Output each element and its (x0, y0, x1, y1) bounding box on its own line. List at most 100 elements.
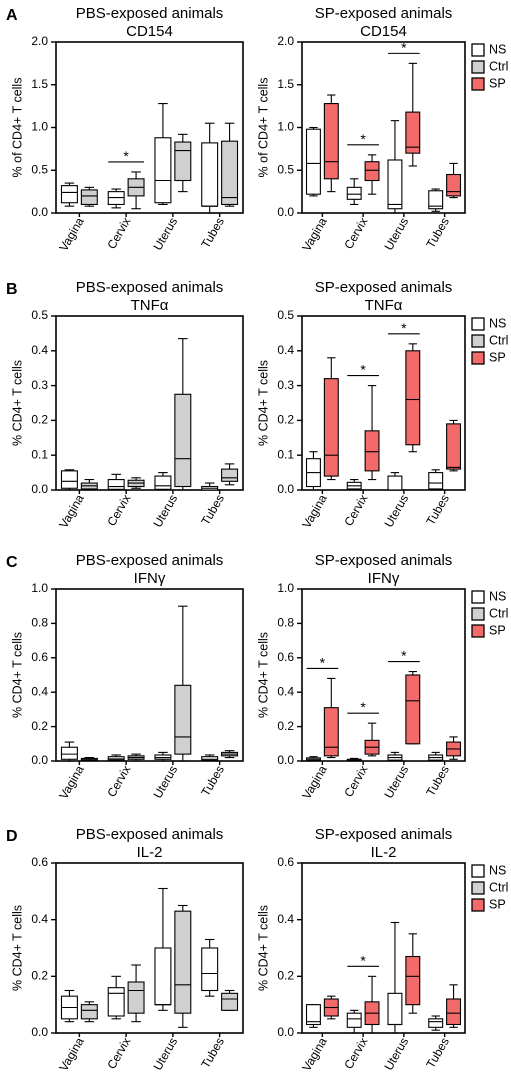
box-body (174, 141, 192, 182)
x-tick-label: Uterus (381, 492, 411, 530)
box-ns-vagina (60, 741, 78, 762)
significance-star: * (360, 699, 366, 715)
box-body (405, 674, 421, 745)
panel-letter: B (6, 281, 18, 298)
x-tick-label: Tubes (423, 492, 452, 527)
y-tick-label: 0.0 (277, 482, 294, 496)
box-ctrl-cervix (127, 964, 145, 1023)
x-tick-label: Uterus (150, 1035, 180, 1073)
x-tick-label: Tubes (198, 763, 227, 798)
box-body (405, 350, 421, 446)
legend: NS Ctrl SP (471, 589, 508, 638)
legend-swatch-ns (471, 317, 485, 331)
y-tick-label: 0.4 (277, 684, 294, 698)
x-tick-label: Uterus (381, 763, 411, 801)
y-tick-label: 0.5 (31, 308, 48, 322)
box-body (107, 987, 125, 1017)
panel-title: SP-exposed animals (315, 5, 453, 22)
box-ns-cervix (346, 178, 362, 205)
panel-title: SP-exposed animals (315, 552, 453, 569)
y-tick-label: 2.0 (277, 34, 294, 48)
box-ns-cervix (107, 473, 125, 491)
box-sp-vagina (323, 995, 339, 1020)
x-tick-label: Tubes (423, 763, 452, 798)
legend-label: NS (489, 589, 506, 603)
box-body (60, 185, 78, 204)
y-tick-label: 0.0 (31, 482, 48, 496)
panel-letter: C (6, 554, 18, 571)
box-ns-cervix (346, 757, 362, 762)
x-tick-label: Tubes (198, 492, 227, 527)
box-body (428, 1018, 444, 1028)
y-tick-label: 0.3 (31, 378, 48, 392)
box-body (80, 1004, 98, 1020)
x-tick-label: Cervix (341, 492, 370, 528)
legend-swatch-sp (471, 351, 485, 365)
x-tick-label: Cervix (341, 1035, 370, 1071)
box-body (446, 423, 462, 470)
y-tick-label: 1.0 (31, 120, 48, 134)
panel-subtitle: IFNγ (368, 570, 400, 587)
y-tick-label: 0.4 (31, 912, 48, 926)
x-tick-label: Uterus (381, 1035, 411, 1073)
y-tick-label: 0.1 (31, 447, 48, 461)
y-tick-label: 0.2 (31, 969, 48, 983)
box-ns-cervix (107, 975, 125, 1020)
y-tick-label: 0.2 (277, 413, 294, 427)
y-tick-label: 1.0 (277, 120, 294, 134)
axes-frame (55, 862, 244, 1034)
legend-swatch-sp (471, 624, 485, 638)
panel-letter: A (6, 7, 18, 24)
x-tick-label: Vagina (56, 763, 87, 802)
box-ns-cervix (107, 188, 125, 209)
y-tick-label: 0.6 (277, 855, 294, 869)
x-tick-label: Uterus (381, 215, 411, 253)
y-axis-label: % CD4+ T cells (256, 360, 270, 446)
box-body (323, 103, 339, 180)
legend-label: Ctrl (489, 59, 508, 73)
box-body (154, 137, 172, 204)
box-body (446, 998, 462, 1026)
box-ctrl-cervix (127, 477, 145, 489)
y-axis-label: % CD4+ T cells (10, 632, 24, 718)
legend-label: SP (489, 350, 506, 364)
y-tick-label: 0.2 (277, 969, 294, 983)
panel-subtitle: TNFα (131, 297, 169, 314)
x-tick-label: Vagina (299, 1035, 330, 1074)
y-tick-label: 0.2 (31, 719, 48, 733)
box-body (60, 470, 78, 489)
box-ns-vagina (60, 182, 78, 207)
panel-title: SP-exposed animals (315, 279, 453, 296)
box-ns-vagina (60, 989, 78, 1023)
box-body (428, 472, 444, 490)
x-tick-label: Uterus (150, 215, 180, 253)
significance-star: * (320, 654, 326, 670)
panel-letter: D (6, 828, 18, 845)
x-tick-label: Uterus (150, 763, 180, 801)
box-ns-tubes (201, 122, 219, 214)
box-sp-uterus (405, 343, 421, 453)
box-sp-cervix (364, 385, 380, 481)
box-sp-tubes (446, 162, 462, 199)
box-body (127, 981, 145, 1014)
y-tick-label: 0.5 (31, 162, 48, 176)
box-sp-uterus (405, 671, 421, 745)
legend-label: Ctrl (489, 880, 508, 894)
box-ctrl-tubes (221, 122, 239, 207)
axes-frame (55, 315, 244, 491)
y-tick-label: 0.2 (277, 719, 294, 733)
x-tick-label: Vagina (299, 215, 330, 254)
box-body (364, 161, 380, 182)
box-body (323, 707, 339, 757)
x-tick-label: Cervix (341, 215, 370, 251)
legend: NS Ctrl SP (471, 42, 508, 91)
box-ns-tubes (428, 751, 444, 762)
box-ns-tubes (201, 754, 219, 762)
legend-swatch-ctrl (471, 60, 485, 74)
